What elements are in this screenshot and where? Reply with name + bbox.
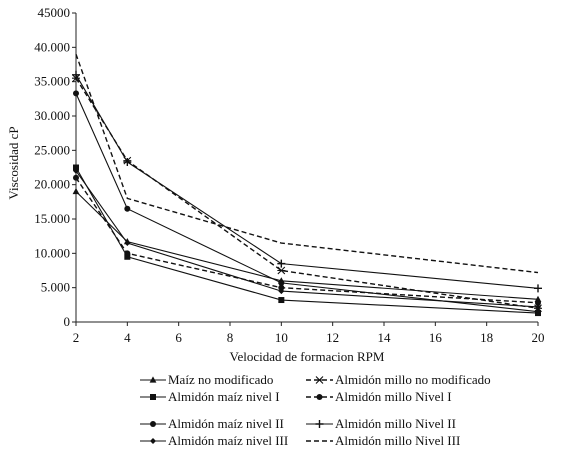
data-point (278, 279, 285, 286)
data-point (73, 90, 79, 97)
data-point (277, 259, 286, 268)
data-point (278, 288, 285, 295)
x-tick-label: 8 (227, 330, 234, 345)
data-point (278, 297, 285, 304)
series-1 (72, 187, 542, 302)
data-point (535, 308, 541, 315)
legend-label: Almidón millo Nivel I (335, 389, 452, 404)
chart-legend: Maíz no modificado Almidón millo no modif… (140, 372, 491, 448)
series-8 (75, 53, 539, 274)
y-tick-label: 30.000 (34, 108, 70, 123)
data-point (150, 394, 156, 400)
x-axis-title: Velocidad de formacion RPM (230, 349, 385, 364)
series-3 (73, 164, 541, 317)
series-2 (72, 74, 542, 313)
data-point (277, 266, 286, 275)
legend-item: Almidón millo Nivel II (306, 416, 456, 431)
series-line (75, 74, 539, 289)
legend-item: Almidón maíz nivel III (140, 433, 288, 448)
legend-item: Almidón millo no modificado (306, 372, 491, 387)
legend-item: Almidón maíz nivel II (140, 416, 284, 431)
data-point (149, 376, 157, 383)
y-tick-label: 15.000 (34, 211, 70, 226)
x-tick-label: 2 (73, 330, 80, 345)
data-point (535, 299, 541, 306)
x-tick-label: 20 (532, 330, 545, 345)
data-point (73, 167, 79, 174)
y-tick-label: 40.000 (34, 39, 70, 54)
series-line (75, 167, 539, 314)
legend-label: Almidón millo no modificado (335, 372, 491, 387)
series-5 (73, 90, 541, 315)
legend-item: Maíz no modificado (140, 372, 273, 387)
y-tick-label: 5.000 (41, 280, 70, 295)
series-line (75, 53, 539, 274)
y-axis-ticks: 0 5.000 10.000 15.000 20.000 25.000 30.000 35.0… (34, 5, 76, 329)
x-tick-label: 16 (429, 330, 443, 345)
x-tick-label: 14 (378, 330, 392, 345)
y-tick-label: 45000 (38, 5, 71, 20)
chart-axes (75, 13, 538, 323)
data-point (278, 284, 285, 291)
series-4 (73, 174, 541, 306)
legend-label: Almidón maíz nivel II (168, 416, 284, 431)
data-point (535, 303, 541, 310)
data-point (73, 164, 79, 171)
data-point (72, 187, 80, 195)
legend-label: Maíz no modificado (168, 372, 273, 387)
data-point (124, 205, 131, 212)
x-tick-label: 18 (480, 330, 493, 345)
legend-item: Almidón millo Nivel III (306, 433, 460, 448)
x-tick-label: 12 (326, 330, 339, 345)
data-point (534, 284, 542, 293)
data-point (73, 174, 79, 181)
data-point (124, 253, 131, 260)
chart-series (72, 53, 542, 317)
series-6 (72, 70, 542, 293)
series-line (75, 77, 539, 309)
legend-item: Almidón maíz nivel I (140, 389, 280, 404)
legend-label: Almidón maíz nivel I (168, 389, 280, 404)
y-tick-label: 25.000 (34, 142, 70, 157)
data-point (315, 420, 324, 428)
legend-item: Almidón millo Nivel I (306, 389, 452, 404)
data-point (124, 250, 131, 257)
series-line (75, 177, 539, 304)
series-7 (73, 167, 541, 310)
legend-label: Almidón maíz nivel III (168, 433, 288, 448)
legend-label: Almidón millo Nivel III (335, 433, 460, 448)
data-point (150, 438, 156, 444)
series-line (75, 170, 539, 308)
x-tick-label: 6 (175, 330, 182, 345)
series-line (75, 93, 539, 313)
legend-label: Almidón millo Nivel II (335, 416, 456, 431)
x-tick-label: 4 (124, 330, 131, 345)
y-tick-label: 0 (64, 314, 71, 329)
data-point (124, 240, 131, 247)
y-tick-label: 20.000 (34, 177, 70, 192)
x-tick-label: 10 (275, 330, 288, 345)
data-point (150, 421, 156, 427)
data-point (72, 70, 80, 79)
y-tick-label: 10.000 (34, 245, 70, 260)
y-axis-title: Viscosidad cP (6, 126, 21, 199)
data-point (316, 394, 323, 400)
data-point (315, 376, 324, 384)
y-tick-label: 35.000 (34, 74, 70, 89)
x-axis-ticks: 2 4 6 8 10 12 14 16 18 20 (73, 322, 545, 345)
data-point (123, 158, 132, 167)
